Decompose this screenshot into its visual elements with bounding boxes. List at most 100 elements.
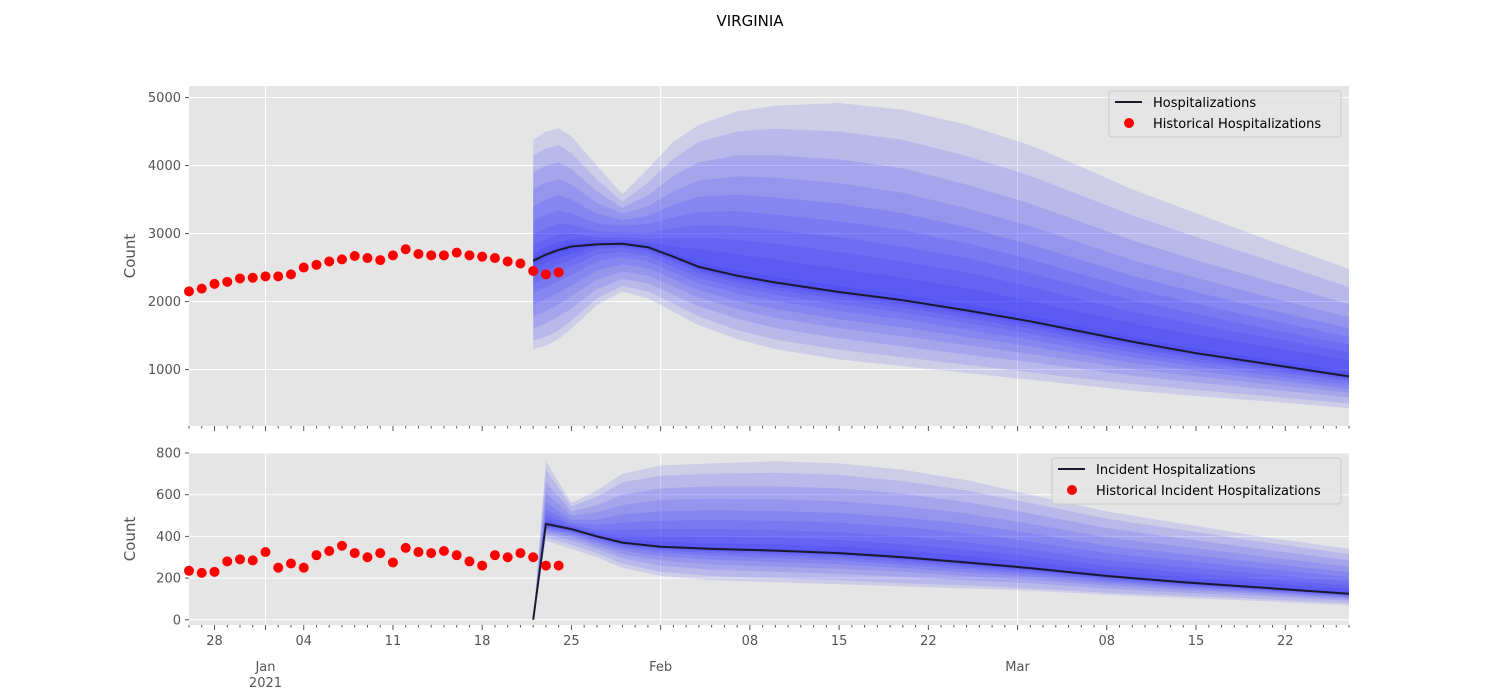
historical-point <box>349 251 360 261</box>
historical-point <box>528 552 539 563</box>
y-tick-label: 400 <box>156 530 181 545</box>
uncertainty-bands <box>533 461 1349 620</box>
band-50pct <box>533 509 1349 620</box>
band-95pct <box>533 103 1349 409</box>
historical-point <box>273 562 284 573</box>
historical-point <box>528 265 539 276</box>
historical-point <box>336 540 347 551</box>
y-tick-label: 4000 <box>148 159 181 174</box>
historical-point <box>553 267 564 278</box>
historical-point <box>451 550 462 561</box>
historical-point <box>285 269 296 280</box>
historical-point <box>209 566 220 577</box>
historical-point <box>489 253 500 264</box>
historical-point <box>209 278 220 289</box>
y-tick-label: 5000 <box>148 91 181 106</box>
historical-point <box>298 262 309 273</box>
legend: Hospitalizations Historical Hospitalizat… <box>1108 90 1342 138</box>
band-95pct <box>533 461 1349 620</box>
historical-point <box>464 556 475 567</box>
x-year-label: 2021 <box>249 676 282 691</box>
historical-point <box>362 552 373 563</box>
x-month-label: Jan <box>254 660 275 675</box>
band-50pct <box>533 210 1349 386</box>
figure-title: VIRGINIA <box>716 12 784 30</box>
x-axis-ticks <box>188 426 1350 431</box>
historical-point <box>553 560 564 571</box>
legend-box <box>1108 90 1342 138</box>
historical-point <box>324 256 335 267</box>
historical-point <box>502 256 513 267</box>
x-tick-label: 22 <box>1277 634 1294 649</box>
historical-point <box>260 547 271 558</box>
legend-label-forecast: Hospitalizations <box>1153 96 1256 111</box>
legend-dot-swatch <box>1067 485 1077 495</box>
historical-point <box>234 273 245 284</box>
gridlines <box>189 86 1349 426</box>
historical-point <box>196 567 207 578</box>
historical-point <box>515 258 526 269</box>
median-line <box>532 522 1350 620</box>
historical-point <box>349 548 360 559</box>
band-70pct <box>533 176 1349 393</box>
historical-point <box>477 560 488 571</box>
x-tick-label: 15 <box>1188 634 1205 649</box>
median-line <box>532 242 1350 378</box>
band-30pct <box>533 518 1349 620</box>
band-90pct <box>533 128 1349 404</box>
y-tick-label: 1000 <box>148 363 181 378</box>
legend-label-forecast: Incident Hospitalizations <box>1096 463 1256 478</box>
x-tick-label: 22 <box>920 634 937 649</box>
band-70pct <box>533 492 1349 620</box>
historical-point <box>222 556 233 567</box>
x-tick-label: 08 <box>1099 634 1116 649</box>
legend-dot-swatch <box>1124 118 1134 128</box>
historical-point <box>184 565 194 576</box>
historical-point <box>273 271 284 282</box>
y-tick-label: 800 <box>156 447 181 462</box>
historical-point <box>451 247 462 258</box>
y-tick-label: 2000 <box>148 295 181 310</box>
y-axis-label: Count <box>121 517 139 562</box>
band-40pct <box>533 223 1349 382</box>
x-tick-label: 08 <box>742 634 759 649</box>
historical-point <box>438 250 449 261</box>
historical-point <box>400 244 411 255</box>
historical-point <box>362 253 373 264</box>
band-80pct <box>533 155 1349 398</box>
legend-label-historical: Historical Incident Hospitalizations <box>1096 484 1321 499</box>
historical-point <box>375 255 386 266</box>
legend-box <box>1051 457 1342 505</box>
x-tick-label: 28 <box>206 634 223 649</box>
y-axis-ticks: 0 200 400 600 800 <box>156 447 189 628</box>
historical-point <box>502 552 513 563</box>
historical-point <box>184 286 194 297</box>
band-20pct <box>533 521 1349 620</box>
historical-point <box>234 554 245 565</box>
legend: Incident Hospitalizations Historical Inc… <box>1051 457 1342 505</box>
y-tick-label: 0 <box>173 613 181 628</box>
historical-point <box>196 283 207 294</box>
historical-points <box>184 540 564 578</box>
historical-point <box>298 562 309 573</box>
historical-points <box>184 244 564 297</box>
historical-point <box>336 254 347 265</box>
y-tick-label: 3000 <box>148 227 181 242</box>
x-tick-label: 18 <box>474 634 491 649</box>
historical-point <box>489 550 500 561</box>
historical-point <box>515 548 526 559</box>
historical-point <box>413 547 424 558</box>
x-tick-label: 15 <box>831 634 848 649</box>
historical-point <box>285 558 296 569</box>
historical-point <box>311 550 322 561</box>
historical-point <box>464 250 475 261</box>
x-month-label: Feb <box>649 660 672 675</box>
historical-point <box>438 545 449 556</box>
historical-point <box>540 269 551 280</box>
x-tick-label: 11 <box>385 634 402 649</box>
historical-point <box>260 271 271 282</box>
hospitalizations-panel: 1000 2000 3000 4000 5000 Count Hospitalizati… <box>121 86 1350 431</box>
historical-point <box>247 555 258 566</box>
x-axis-ticks <box>188 625 1350 630</box>
band-80pct <box>533 482 1349 620</box>
